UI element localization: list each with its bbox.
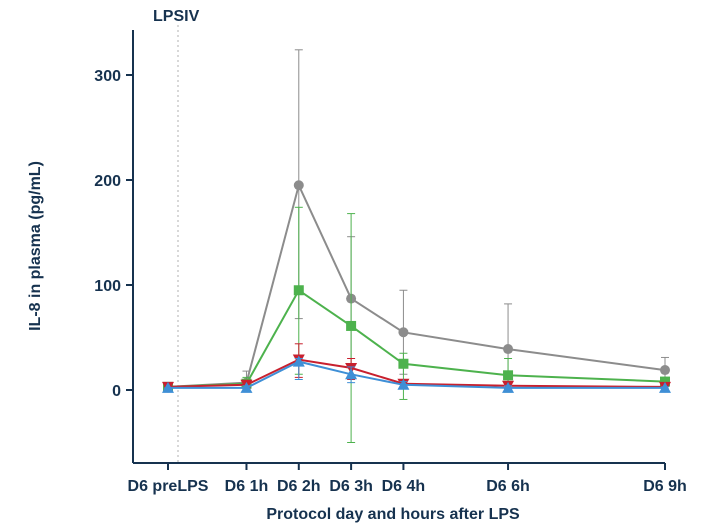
data-point [502,381,515,393]
data-point [345,368,358,380]
lpsiv-annotation: LPSIV [153,8,200,463]
y-tick-label: 300 [94,68,121,85]
data-point [397,378,410,390]
y-tick-label: 200 [94,173,121,190]
series-line [167,288,666,388]
y-tick-label: 100 [94,278,121,295]
x-tick-label: D6 1h [225,478,269,495]
data-point [398,327,409,338]
x-tick-label: D6 6h [486,478,530,495]
data-point [660,365,670,376]
series-layer [162,49,671,443]
x-tick-label: D6 2h [277,478,321,495]
data-point [240,381,253,393]
data-point [346,320,357,331]
data-point [398,358,409,369]
series-circle [163,49,670,392]
data-point [503,370,514,381]
x-ticks: D6 preLPS D6 1h D6 2h D6 3h D6 4h D6 6h D6 9h [128,463,687,495]
x-tick-label: D6 4h [382,478,426,495]
lpsiv-label: LPSIV [153,8,200,25]
data-point [292,355,305,367]
axes [132,30,665,464]
data-point [660,376,670,387]
series-square [163,206,670,443]
series-line [167,182,666,388]
x-tick-label: D6 9h [643,478,687,495]
data-point [659,381,671,393]
x-tick-label: D6 3h [329,478,373,495]
y-axis-title: IL-8 in plasma (pg/mL) [27,161,44,331]
y-tick-label: 0 [112,383,121,400]
y-ticks: 0 100 200 300 [94,68,133,400]
x-tick-label: D6 preLPS [128,478,209,495]
data-point [293,285,304,296]
data-point [503,344,514,355]
x-axis-title: Protocol day and hours after LPS [266,506,520,523]
data-point [293,180,304,191]
series-triangle-up [162,355,671,393]
data-point [162,381,174,393]
